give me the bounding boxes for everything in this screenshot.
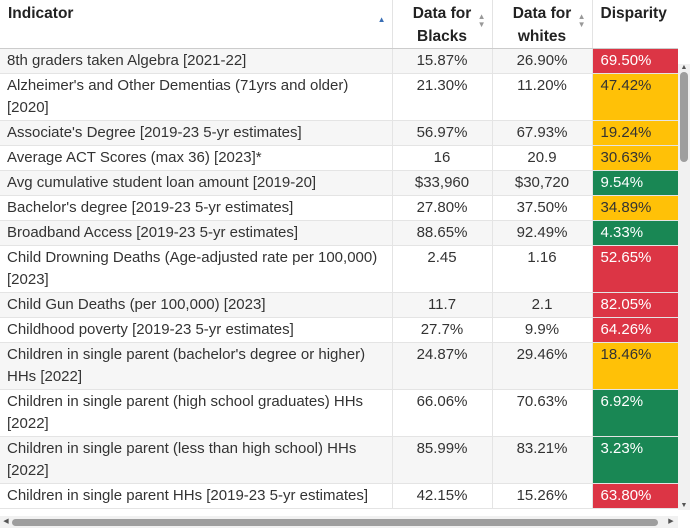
whites-value-cell: 26.90% [492, 48, 593, 74]
whites-value-cell: 70.63% [492, 389, 593, 437]
blacks-value-cell: 88.65% [392, 220, 493, 246]
table-row: Average ACT Scores (max 36) [2023]* 16 20.… [0, 145, 678, 171]
blacks-value-cell: 11.7 [392, 292, 493, 318]
indicator-cell: Average ACT Scores (max 36) [2023]* [0, 145, 393, 171]
scroll-down-arrow-icon[interactable]: ▼ [680, 502, 688, 509]
blacks-value-cell: 24.87% [392, 342, 493, 390]
blacks-value-cell: 27.80% [392, 195, 493, 221]
whites-value-cell: 9.9% [492, 317, 593, 343]
blacks-value-cell: 66.06% [392, 389, 493, 437]
blacks-value-cell: 16 [392, 145, 493, 171]
scroll-right-arrow-icon[interactable]: ▶ [668, 518, 674, 525]
whites-value-cell: 83.21% [492, 436, 593, 484]
disparity-column-header[interactable]: Disparity [592, 0, 678, 49]
disparity-cell: 19.24% [592, 120, 678, 146]
disparity-cell: 64.26% [592, 317, 678, 343]
table-row: Child Drowning Deaths (Age-adjusted rate… [0, 245, 678, 293]
disparity-cell: 3.23% [592, 436, 678, 484]
table-row: Child Gun Deaths (per 100,000) [2023] 11.… [0, 292, 678, 318]
indicator-cell: 8th graders taken Algebra [2021-22] [0, 48, 393, 74]
whites-value-cell: 37.50% [492, 195, 593, 221]
blacks-value-cell: 15.87% [392, 48, 493, 74]
blacks-value-cell: 21.30% [392, 73, 493, 121]
disparity-cell: 18.46% [592, 342, 678, 390]
table-row: Broadband Access [2019-23 5-yr estimates… [0, 220, 678, 246]
whites-value-cell: 20.9 [492, 145, 593, 171]
table-row: Childhood poverty [2019-23 5-yr estimate… [0, 317, 678, 343]
whites-value-cell: 1.16 [492, 245, 593, 293]
disparity-cell: 82.05% [592, 292, 678, 318]
horizontal-scrollbar[interactable]: ◀ ▶ [0, 516, 678, 528]
vertical-scroll-thumb[interactable] [680, 72, 688, 162]
whites-header-line1: Data for [512, 5, 572, 22]
blacks-header-line1: Data for [412, 5, 472, 22]
horizontal-scroll-thumb[interactable] [12, 519, 658, 526]
table-row: Children in single parent (less than hig… [0, 436, 678, 484]
whites-column-header[interactable]: Data for whites ▲ ▼ [492, 0, 593, 49]
whites-value-cell: 92.49% [492, 220, 593, 246]
indicator-cell: Broadband Access [2019-23 5-yr estimates… [0, 220, 393, 246]
table-row: Children in single parent (high school g… [0, 389, 678, 437]
indicator-header-label: Indicator [8, 5, 74, 22]
sort-both-icon[interactable]: ▲ ▼ [577, 12, 586, 29]
indicator-cell: Children in single parent (bachelor's de… [0, 342, 393, 390]
indicator-cell: Associate's Degree [2019-23 5-yr estimat… [0, 120, 393, 146]
table-row: Bachelor's degree [2019-23 5-yr estimate… [0, 195, 678, 221]
table-row: Alzheimer's and Other Dementias (71yrs a… [0, 73, 678, 121]
disparity-cell: 6.92% [592, 389, 678, 437]
scroll-left-arrow-icon[interactable]: ◀ [3, 518, 9, 525]
scroll-up-arrow-icon[interactable]: ▲ [680, 64, 688, 71]
indicator-cell: Avg cumulative student loan amount [2019… [0, 170, 393, 196]
table-row: Children in single parent (bachelor's de… [0, 342, 678, 390]
disparity-cell: 63.80% [592, 483, 678, 509]
whites-value-cell: 67.93% [492, 120, 593, 146]
table-row: Children in single parent HHs [2019-23 5… [0, 483, 678, 509]
disparity-cell: 30.63% [592, 145, 678, 171]
indicator-cell: Alzheimer's and Other Dementias (71yrs a… [0, 73, 393, 121]
table-row: Associate's Degree [2019-23 5-yr estimat… [0, 120, 678, 146]
indicator-cell: Children in single parent HHs [2019-23 5… [0, 483, 393, 509]
disparity-cell: 52.65% [592, 245, 678, 293]
disparity-cell: 47.42% [592, 73, 678, 121]
disparity-cell: 69.50% [592, 48, 678, 74]
vertical-scrollbar[interactable]: ▲ ▼ [678, 64, 690, 510]
indicator-cell: Bachelor's degree [2019-23 5-yr estimate… [0, 195, 393, 221]
whites-value-cell: 15.26% [492, 483, 593, 509]
disparity-table: Indicator ▲ Data for Blacks ▲ ▼ Data for … [0, 0, 678, 509]
table-header-row: Indicator ▲ Data for Blacks ▲ ▼ Data for … [0, 0, 678, 49]
blacks-value-cell: $33,960 [392, 170, 493, 196]
blacks-value-cell: 85.99% [392, 436, 493, 484]
table-body: 8th graders taken Algebra [2021-22] 15.87… [0, 48, 678, 509]
sort-up-icon[interactable]: ▲ [377, 15, 386, 24]
indicator-cell: Child Drowning Deaths (Age-adjusted rate… [0, 245, 393, 293]
blacks-column-header[interactable]: Data for Blacks ▲ ▼ [392, 0, 493, 49]
indicator-cell: Children in single parent (high school g… [0, 389, 393, 437]
indicator-cell: Children in single parent (less than hig… [0, 436, 393, 484]
table-row: 8th graders taken Algebra [2021-22] 15.87… [0, 48, 678, 74]
blacks-header-line2: Blacks [417, 28, 467, 45]
table-row: Avg cumulative student loan amount [2019… [0, 170, 678, 196]
indicator-cell: Childhood poverty [2019-23 5-yr estimate… [0, 317, 393, 343]
whites-value-cell: 29.46% [492, 342, 593, 390]
indicator-column-header[interactable]: Indicator ▲ [0, 0, 393, 49]
blacks-value-cell: 42.15% [392, 483, 493, 509]
whites-value-cell: 11.20% [492, 73, 593, 121]
whites-header-line2: whites [517, 28, 567, 45]
disparity-cell: 34.89% [592, 195, 678, 221]
blacks-value-cell: 56.97% [392, 120, 493, 146]
whites-value-cell: $30,720 [492, 170, 593, 196]
whites-value-cell: 2.1 [492, 292, 593, 318]
blacks-value-cell: 27.7% [392, 317, 493, 343]
blacks-value-cell: 2.45 [392, 245, 493, 293]
sort-both-icon[interactable]: ▲ ▼ [477, 12, 486, 29]
disparity-cell: 9.54% [592, 170, 678, 196]
indicator-cell: Child Gun Deaths (per 100,000) [2023] [0, 292, 393, 318]
disparity-cell: 4.33% [592, 220, 678, 246]
disparity-header-label: Disparity [600, 5, 667, 22]
